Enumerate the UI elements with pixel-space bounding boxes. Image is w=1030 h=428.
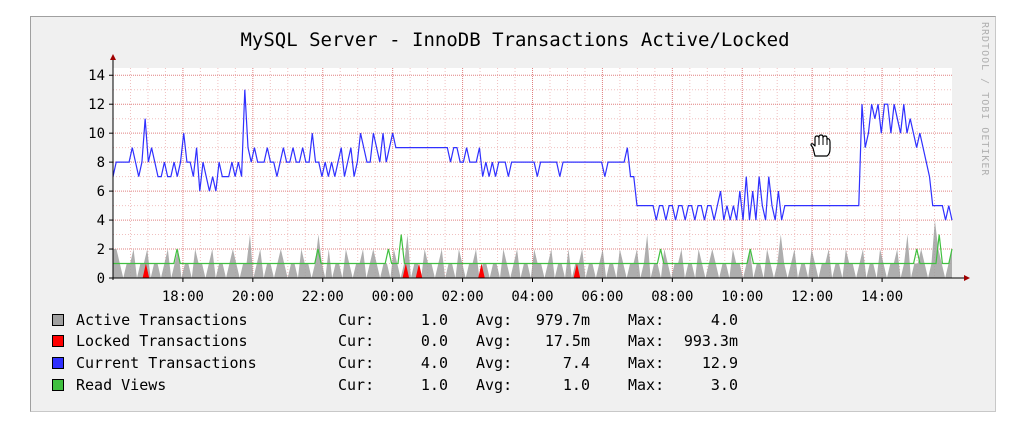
- legend-series-name: Current Transactions: [76, 354, 257, 372]
- series-active-transactions-area: [113, 220, 952, 278]
- legend-cur-value: 1.0: [420, 311, 448, 329]
- y-tick-label: 12: [88, 97, 105, 113]
- legend-avg-value: 17.5m: [544, 332, 590, 350]
- legend-row: Current Transactions Cur: 4.0 Avg: 7.4 Max: 12…: [52, 353, 738, 373]
- legend-max-label: Max:: [628, 376, 665, 394]
- hand-cursor-icon: [810, 134, 831, 157]
- legend-swatch: [52, 335, 64, 347]
- series-read-views-line: [113, 234, 953, 265]
- legend-series-name: Active Transactions: [76, 311, 248, 329]
- legend-avg-value: 7.4: [562, 354, 590, 372]
- legend-max-label: Max:: [628, 311, 665, 329]
- y-tick-label: 0: [97, 271, 105, 287]
- legend-cur-label: Cur:: [338, 354, 375, 372]
- x-tick-label: 22:00: [302, 289, 344, 305]
- x-tick-label: 02:00: [442, 289, 484, 305]
- legend-row: Locked Transactions Cur: 0.0 Avg: 17.5m Max: 9…: [52, 331, 738, 351]
- x-tick-label: 10:00: [721, 289, 763, 305]
- legend-cur-value: 1.0: [420, 376, 448, 394]
- legend-swatch: [52, 379, 64, 391]
- y-tick-label: 6: [97, 184, 105, 200]
- legend-cur-value: 4.0: [420, 354, 448, 372]
- legend-cur-label: Cur:: [338, 311, 375, 329]
- y-tick-label: 10: [88, 126, 105, 142]
- legend-swatch: [52, 357, 64, 369]
- legend-avg-label: Avg:: [476, 376, 513, 394]
- legend-max-label: Max:: [628, 332, 665, 350]
- legend-series-name: Read Views: [76, 376, 167, 394]
- x-tick-label: 14:00: [861, 289, 903, 305]
- legend-row: Read Views Cur: 1.0 Avg: 1.0 Max: 3.0: [52, 375, 738, 395]
- x-tick-label: 04:00: [511, 289, 553, 305]
- x-tick-label: 06:00: [581, 289, 623, 305]
- legend-avg-label: Avg:: [476, 354, 513, 372]
- legend-cur-value: 0.0: [420, 332, 448, 350]
- x-tick-label: 18:00: [162, 289, 204, 305]
- legend-cur-label: Cur:: [338, 376, 375, 394]
- x-tick-label: 08:00: [651, 289, 693, 305]
- legend-max-value: 4.0: [710, 311, 738, 329]
- x-tick-label: 00:00: [372, 289, 414, 305]
- x-axis-arrow: [964, 275, 970, 281]
- y-axis-arrow: [110, 54, 116, 60]
- x-tick-label: 20:00: [232, 289, 274, 305]
- legend-avg-value: 979.7m: [535, 311, 590, 329]
- x-tick-label: 12:00: [791, 289, 833, 305]
- legend-avg-value: 1.0: [562, 376, 590, 394]
- legend-avg-label: Avg:: [476, 332, 513, 350]
- legend-series-name: Locked Transactions: [76, 332, 248, 350]
- y-tick-label: 4: [97, 213, 105, 229]
- y-tick-label: 8: [97, 155, 105, 171]
- legend-max-label: Max:: [628, 354, 665, 372]
- legend-avg-label: Avg:: [476, 311, 513, 329]
- series-current-transactions-line: [112, 89, 953, 221]
- y-tick-label: 14: [88, 68, 105, 84]
- legend-swatch: [52, 314, 64, 326]
- legend-max-value: 12.9: [701, 354, 738, 372]
- legend-row: Active Transactions Cur: 1.0 Avg: 979.7m Max:…: [52, 310, 738, 330]
- y-tick-label: 2: [97, 242, 105, 258]
- watermark: RRDTOOL / TOBI OETIKER: [979, 22, 990, 176]
- legend-max-value: 3.0: [710, 376, 738, 394]
- chart-title: MySQL Server - InnoDB Transactions Activ…: [240, 29, 789, 51]
- legend-cur-label: Cur:: [338, 332, 375, 350]
- legend-max-value: 993.3m: [683, 332, 738, 350]
